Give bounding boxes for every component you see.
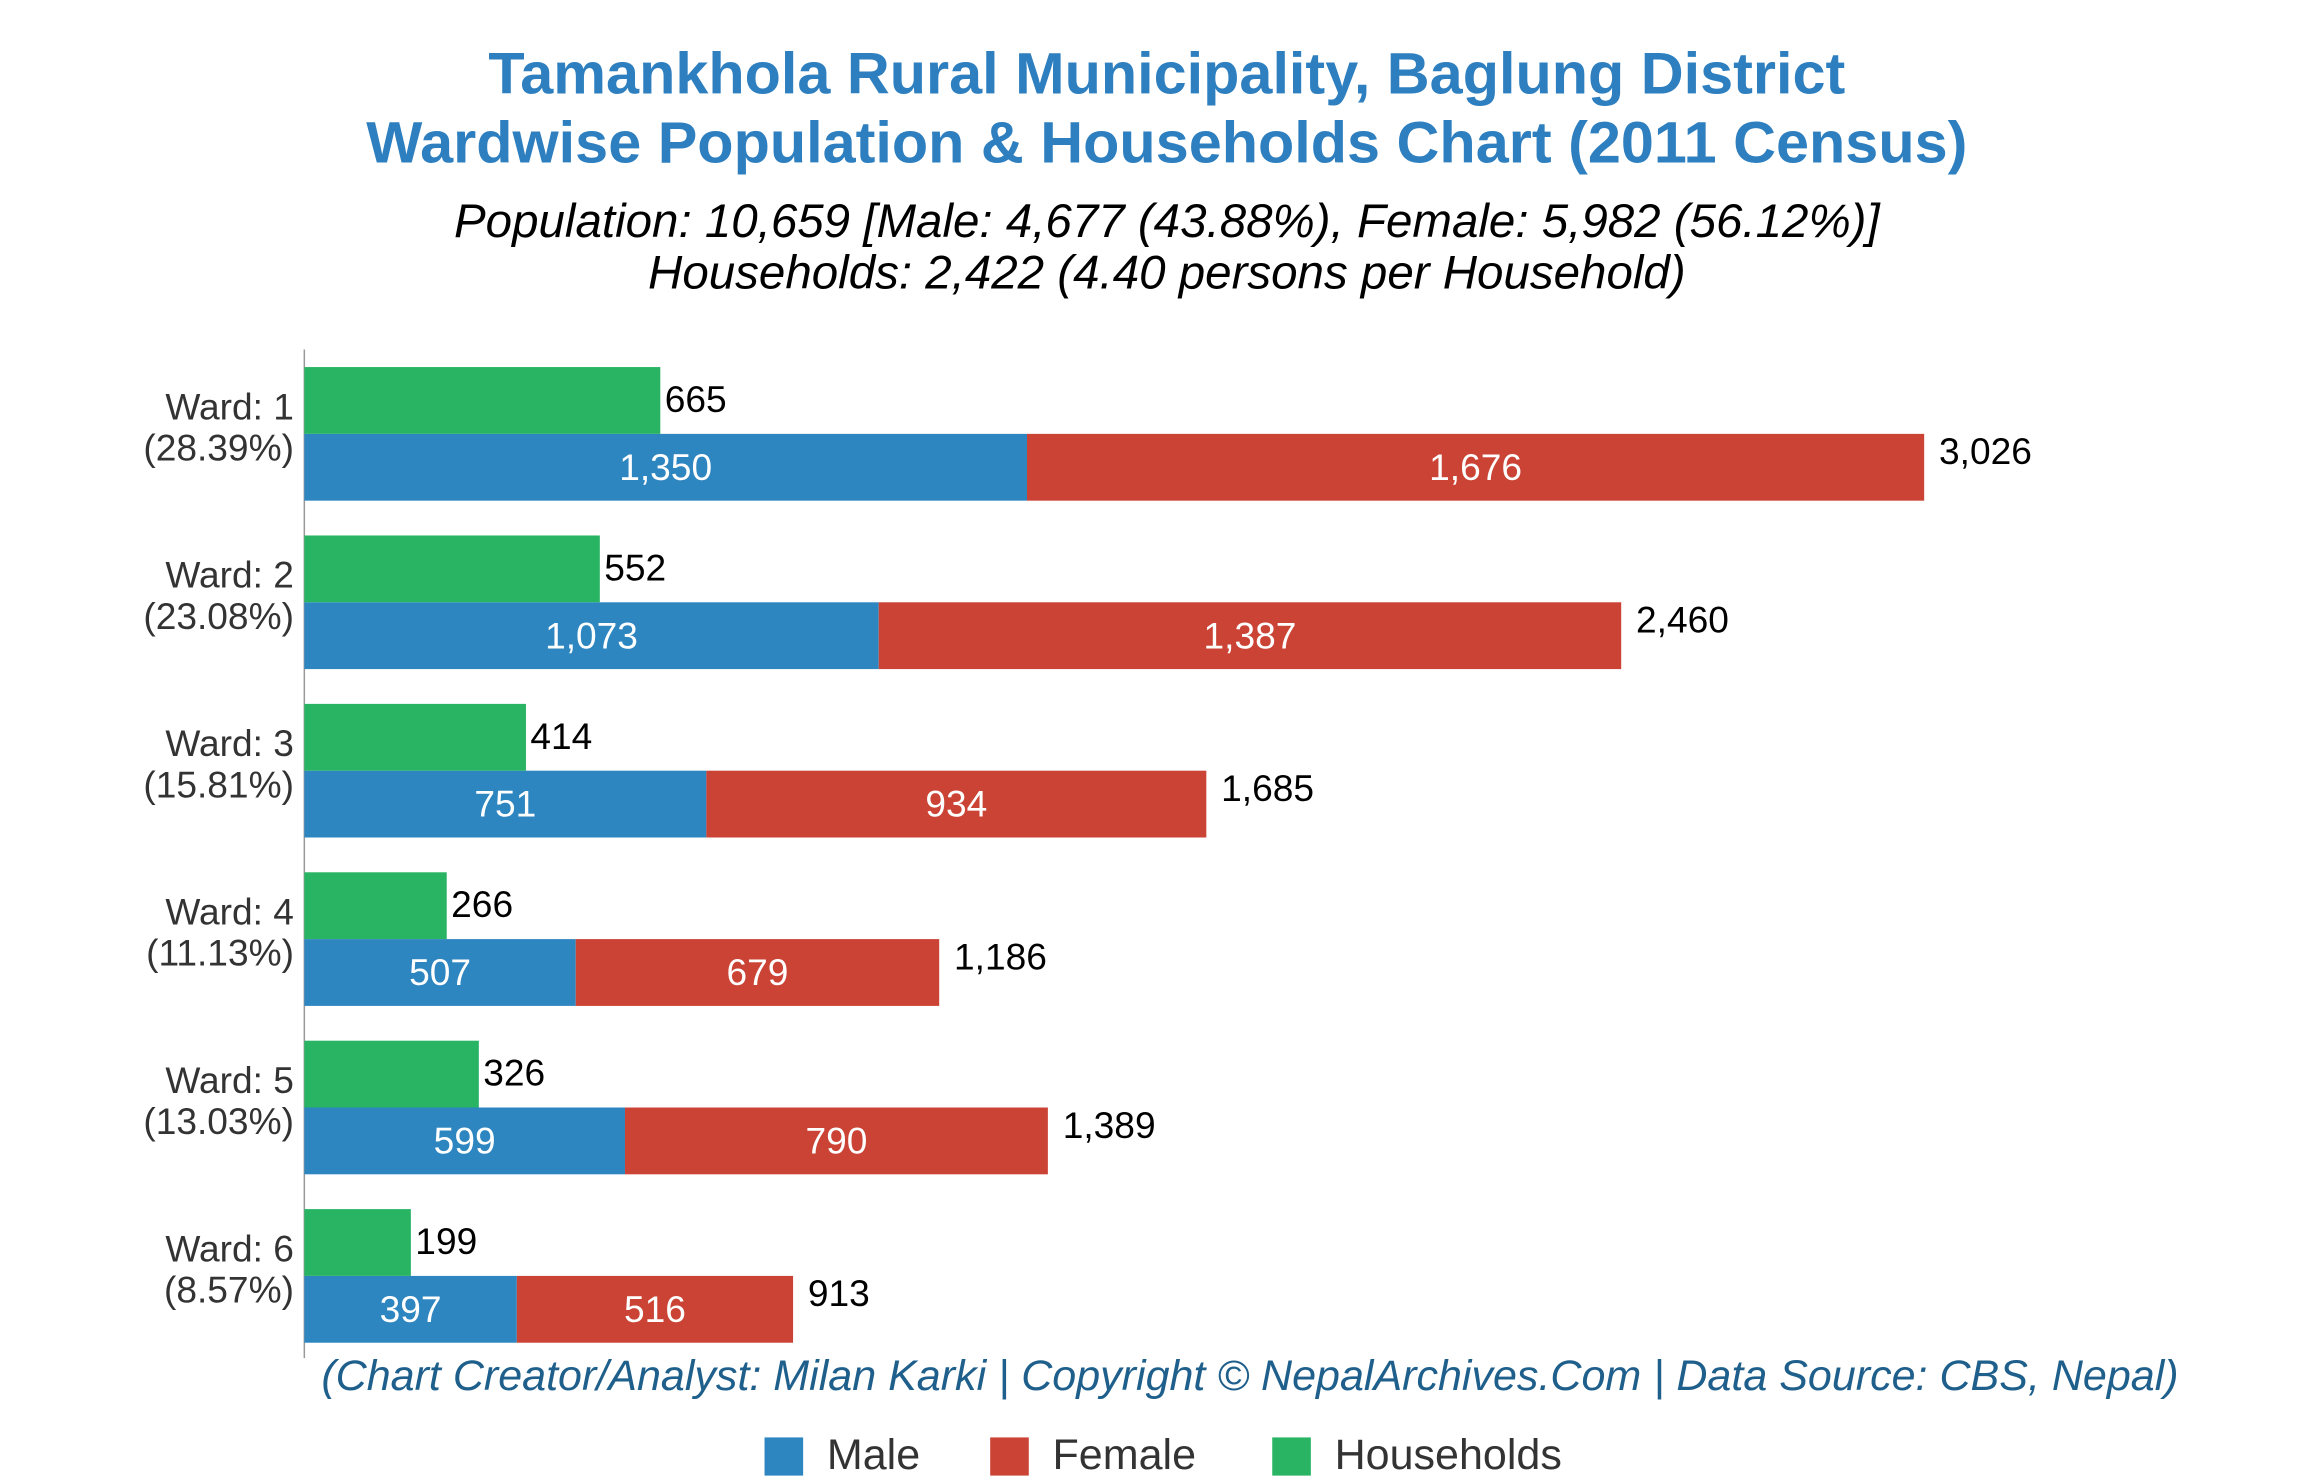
legend-swatch: [1272, 1437, 1311, 1476]
data-label: 397: [380, 1289, 442, 1330]
bar: [304, 535, 600, 603]
bar-segment: [304, 939, 576, 1006]
chart-subtitle: Population: 10,659 [Male: 4,677 (43.88%)…: [454, 195, 1882, 248]
total-label: 2,460: [1636, 600, 1729, 641]
data-label: 599: [434, 1121, 496, 1162]
bar-segment: [304, 602, 879, 670]
y-tick-label: (13.03%): [143, 1101, 294, 1142]
bar-segment: [624, 1107, 1048, 1175]
bar-segment: [1026, 433, 1925, 501]
y-tick-label: (11.13%): [146, 933, 294, 974]
bar-segment: [878, 602, 1622, 670]
y-tick-label: Ward: 6: [165, 1229, 294, 1270]
chart-title: Tamankhola Rural Municipality, Baglung D…: [488, 41, 1845, 107]
bar-segment: [706, 770, 1207, 838]
chart-subtitle: Households: 2,422 (4.40 persons per Hous…: [648, 247, 1686, 300]
bar-segment: [304, 1107, 625, 1175]
data-label: 552: [604, 548, 666, 589]
bar-segment: [304, 1275, 517, 1343]
bar-segment: [516, 1275, 794, 1343]
data-label: 1,073: [545, 615, 638, 656]
bar: [304, 703, 526, 771]
bar: [304, 367, 661, 434]
data-label: 679: [727, 952, 789, 993]
y-tick-label: Ward: 4: [165, 892, 294, 933]
y-tick-label: Ward: 1: [165, 387, 294, 428]
bar-segment: [304, 433, 1027, 501]
chart-title: Wardwise Population & Households Chart (…: [366, 110, 1967, 176]
legend-label: Male: [827, 1431, 920, 1479]
bar: [304, 1209, 411, 1276]
bar: [304, 1040, 479, 1108]
y-tick-label: (28.39%): [143, 428, 294, 469]
data-label: 1,350: [619, 447, 712, 488]
total-label: 3,026: [1939, 431, 2032, 472]
legend-label: Female: [1053, 1431, 1197, 1479]
total-label: 1,186: [954, 937, 1047, 978]
y-tick-label: (23.08%): [143, 596, 294, 637]
footer: (Chart Creator/Analyst: Milan Karki | Co…: [321, 1352, 2178, 1400]
bar-segment: [304, 770, 707, 838]
data-label: 934: [925, 784, 987, 825]
y-tick-label: (15.81%): [143, 764, 294, 805]
y-tick-label: Ward: 2: [165, 555, 294, 596]
data-label: 414: [530, 716, 592, 757]
y-tick-label: (8.57%): [164, 1270, 294, 1311]
data-label: 326: [483, 1053, 545, 1094]
total-label: 1,389: [1063, 1105, 1156, 1146]
legend-swatch: [764, 1437, 804, 1476]
y-tick-label: Ward: 3: [165, 723, 294, 764]
legend-label: Households: [1335, 1431, 1562, 1479]
legend-swatch: [990, 1437, 1029, 1476]
total-label: 913: [808, 1273, 870, 1314]
total-label: 1,685: [1221, 768, 1314, 809]
data-label: 1,387: [1204, 615, 1297, 656]
data-label: 790: [805, 1121, 867, 1162]
bar-segment: [575, 939, 940, 1006]
data-label: 1,676: [1429, 447, 1522, 488]
bar: [304, 872, 447, 940]
data-label: 266: [451, 884, 513, 925]
data-label: 507: [409, 952, 471, 993]
y-tick-label: Ward: 5: [165, 1060, 294, 1101]
data-label: 516: [624, 1289, 686, 1330]
data-label: 751: [474, 784, 536, 825]
data-label: 199: [415, 1221, 477, 1262]
data-label: 665: [665, 379, 727, 420]
